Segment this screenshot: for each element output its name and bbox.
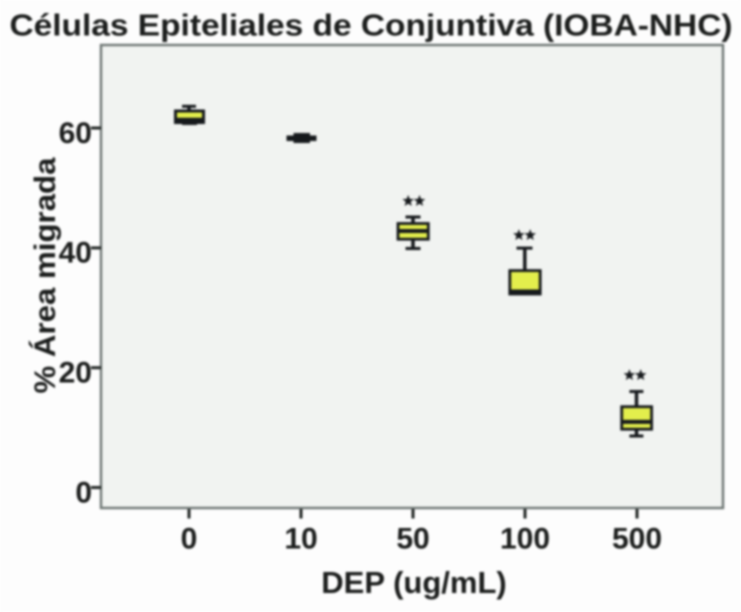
svg-text:40: 40	[59, 237, 92, 270]
svg-text:60: 60	[59, 117, 92, 150]
svg-text:% Área migrada: % Área migrada	[28, 157, 62, 393]
svg-text:Células Epiteliales de Conjunt: Células Epiteliales de Conjuntiva (IOBA-…	[10, 8, 733, 43]
svg-text:DEP (ug/mL): DEP (ug/mL)	[321, 565, 506, 600]
svg-text:50: 50	[396, 523, 429, 556]
svg-text:100: 100	[500, 523, 550, 556]
svg-text:0: 0	[181, 523, 198, 556]
svg-text:20: 20	[59, 357, 92, 390]
svg-text:0: 0	[75, 476, 92, 509]
svg-text:500: 500	[612, 523, 662, 556]
svg-text:10: 10	[284, 523, 317, 556]
